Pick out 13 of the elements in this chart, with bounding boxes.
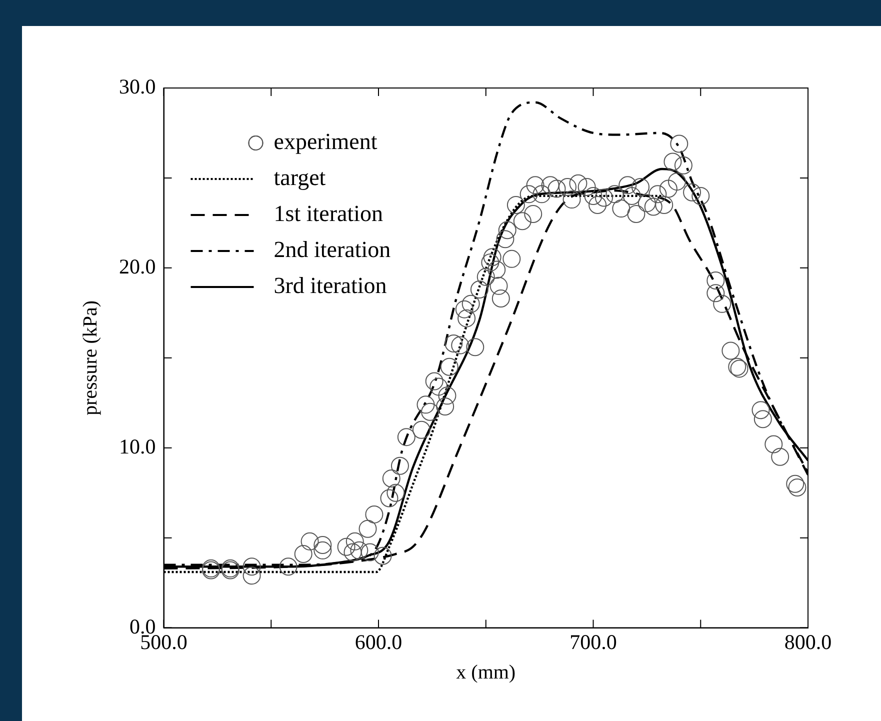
y-axis-title: pressure (kPa) <box>79 300 102 416</box>
x-axis-title: x (mm) <box>456 661 516 684</box>
y-tick-label: 10.0 <box>119 434 156 458</box>
legend-label: 2nd iteration <box>274 237 392 262</box>
legend-label: 3rd iteration <box>274 273 388 298</box>
y-tick-label: 30.0 <box>119 74 156 99</box>
y-tick-label: 20.0 <box>119 254 156 278</box>
legend-label: 1st iteration <box>274 201 384 226</box>
x-tick-label: 600.0 <box>354 630 402 654</box>
x-tick-label: 800.0 <box>784 630 832 654</box>
x-tick-label: 700.0 <box>570 630 617 654</box>
legend-label: target <box>274 165 326 190</box>
legend-label: experiment <box>274 129 378 154</box>
